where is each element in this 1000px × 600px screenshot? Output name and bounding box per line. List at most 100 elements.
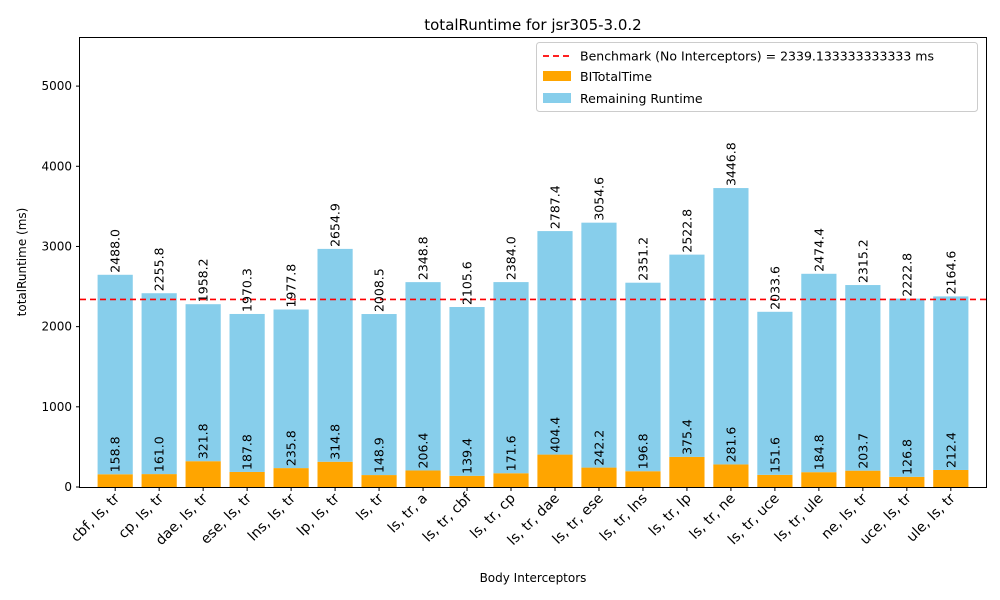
bar-remaining-runtime (229, 313, 265, 472)
bar-label-remaining-runtime: 3054.6 (591, 177, 606, 221)
bar-label-bitotaltime: 321.8 (196, 423, 211, 459)
bar-label-remaining-runtime: 2222.8 (899, 253, 914, 297)
bar-label-remaining-runtime: 1958.2 (196, 258, 211, 302)
bar-bitotaltime (625, 471, 661, 487)
bar-label-remaining-runtime: 2787.4 (547, 185, 562, 229)
bar-remaining-runtime (889, 298, 925, 477)
x-tick-label: cbf, ls, tr (68, 490, 123, 545)
bar-label-bitotaltime: 158.8 (108, 436, 123, 472)
bar-label-bitotaltime: 184.8 (811, 434, 826, 470)
bar-label-remaining-runtime: 2384.0 (504, 236, 519, 280)
bar-label-bitotaltime: 206.4 (416, 433, 431, 469)
bar-label-bitotaltime: 196.8 (635, 433, 650, 469)
bar-label-bitotaltime: 212.4 (943, 432, 958, 468)
x-tick-label: ls, tr, ule (772, 491, 827, 546)
bar-label-bitotaltime: 314.8 (328, 424, 343, 460)
x-tick-label: ule, ls, tr (904, 490, 959, 545)
bar-label-remaining-runtime: 2164.6 (943, 251, 958, 295)
y-tick-label: 4000 (41, 159, 72, 173)
x-tick-label: ls, tr, lns (597, 491, 651, 545)
bar-label-bitotaltime: 161.0 (152, 436, 167, 472)
bar-label-remaining-runtime: 2033.6 (767, 266, 782, 310)
bar-label-remaining-runtime: 2105.6 (460, 261, 475, 305)
bar-remaining-runtime (493, 282, 529, 474)
bar-label-bitotaltime: 148.9 (372, 437, 387, 473)
legend-remaining-label: Remaining Runtime (580, 91, 703, 106)
y-tick-label: 2000 (41, 320, 72, 334)
bar-bitotaltime (845, 470, 881, 487)
bar-bitotaltime (405, 470, 441, 487)
bar-bitotaltime (449, 475, 485, 487)
bar-remaining-runtime (801, 273, 837, 473)
bar-remaining-runtime (317, 248, 353, 462)
bar-bitotaltime (97, 474, 133, 487)
bar-remaining-runtime (669, 254, 705, 457)
bar-labels-layer: 158.8 2488.0 161.0 2255.8 321.8 1958.2 187.8 19… (108, 142, 959, 475)
bar-bitotaltime (537, 454, 573, 487)
bar-label-remaining-runtime: 2008.5 (372, 268, 387, 312)
bar-remaining-runtime (537, 231, 573, 455)
bar-bitotaltime (229, 471, 265, 487)
bar-bitotaltime (669, 456, 705, 487)
bar-label-bitotaltime: 235.8 (284, 430, 299, 466)
bar-label-remaining-runtime: 1970.3 (240, 268, 255, 312)
bar-label-bitotaltime: 242.2 (591, 430, 606, 466)
y-tick-label: 3000 (41, 239, 72, 253)
x-axis-label: Body Interceptors (480, 571, 587, 585)
y-tick-label: 0 (64, 480, 72, 494)
bar-label-bitotaltime: 139.4 (460, 438, 475, 474)
y-axis: 0 1000 2000 3000 4000 5000 (41, 79, 80, 494)
bar-label-bitotaltime: 151.6 (767, 437, 782, 473)
legend-bitotaltime-swatch (543, 71, 571, 81)
bar-bitotaltime (713, 464, 749, 487)
bar-bitotaltime (273, 468, 309, 487)
bar-bitotaltime (141, 474, 177, 487)
bar-label-remaining-runtime: 2522.8 (679, 209, 694, 253)
bar-label-remaining-runtime: 2488.0 (108, 229, 123, 273)
bar-remaining-runtime (625, 282, 661, 472)
y-tick-label: 5000 (41, 79, 72, 93)
bar-bitotaltime (317, 461, 353, 487)
legend-benchmark-label: Benchmark (No Interceptors) = 2339.13333… (580, 49, 934, 64)
bar-remaining-runtime (449, 306, 485, 476)
bar-remaining-runtime (713, 188, 749, 465)
bar-label-bitotaltime: 171.6 (504, 435, 519, 471)
bar-remaining-runtime (185, 304, 221, 462)
bar-label-bitotaltime: 375.4 (679, 419, 694, 455)
legend-box (536, 42, 978, 112)
bar-bitotaltime (757, 474, 793, 487)
bar-label-remaining-runtime: 2351.2 (635, 237, 650, 281)
bar-label-remaining-runtime: 2255.8 (152, 247, 167, 291)
bar-remaining-runtime (361, 314, 397, 476)
bar-bitotaltime (361, 475, 397, 487)
bar-remaining-runtime (581, 222, 617, 468)
chart-title: totalRuntime for jsr305-3.0.2 (424, 16, 641, 34)
bar-bitotaltime (801, 472, 837, 487)
x-tick-label: lp, ls, tr (294, 490, 343, 539)
x-tick-label: lns, ls, tr (245, 490, 299, 544)
bar-label-bitotaltime: 404.4 (547, 417, 562, 453)
bar-label-bitotaltime: 126.8 (899, 439, 914, 475)
y-axis-label: totalRuntime (ms) (15, 208, 29, 317)
bars-layer (97, 188, 969, 487)
bar-label-bitotaltime: 203.7 (855, 433, 870, 469)
bar-label-bitotaltime: 281.6 (723, 427, 738, 463)
bar-remaining-runtime (405, 282, 441, 471)
legend-remaining-swatch (543, 93, 571, 103)
bar-remaining-runtime (97, 274, 133, 475)
bar-bitotaltime (581, 467, 617, 487)
bar-remaining-runtime (757, 311, 793, 475)
bar-label-remaining-runtime: 3446.8 (723, 142, 738, 186)
bar-bitotaltime (185, 461, 221, 487)
y-tick-label: 1000 (41, 400, 72, 414)
bar-remaining-runtime (845, 285, 881, 471)
bar-label-bitotaltime: 187.8 (240, 434, 255, 470)
bar-bitotaltime (889, 476, 925, 487)
bar-label-remaining-runtime: 2474.4 (811, 228, 826, 272)
bar-bitotaltime (933, 469, 969, 487)
bar-label-remaining-runtime: 2315.2 (855, 239, 870, 283)
bar-label-remaining-runtime: 2348.8 (416, 236, 431, 280)
bar-remaining-runtime (933, 296, 969, 470)
